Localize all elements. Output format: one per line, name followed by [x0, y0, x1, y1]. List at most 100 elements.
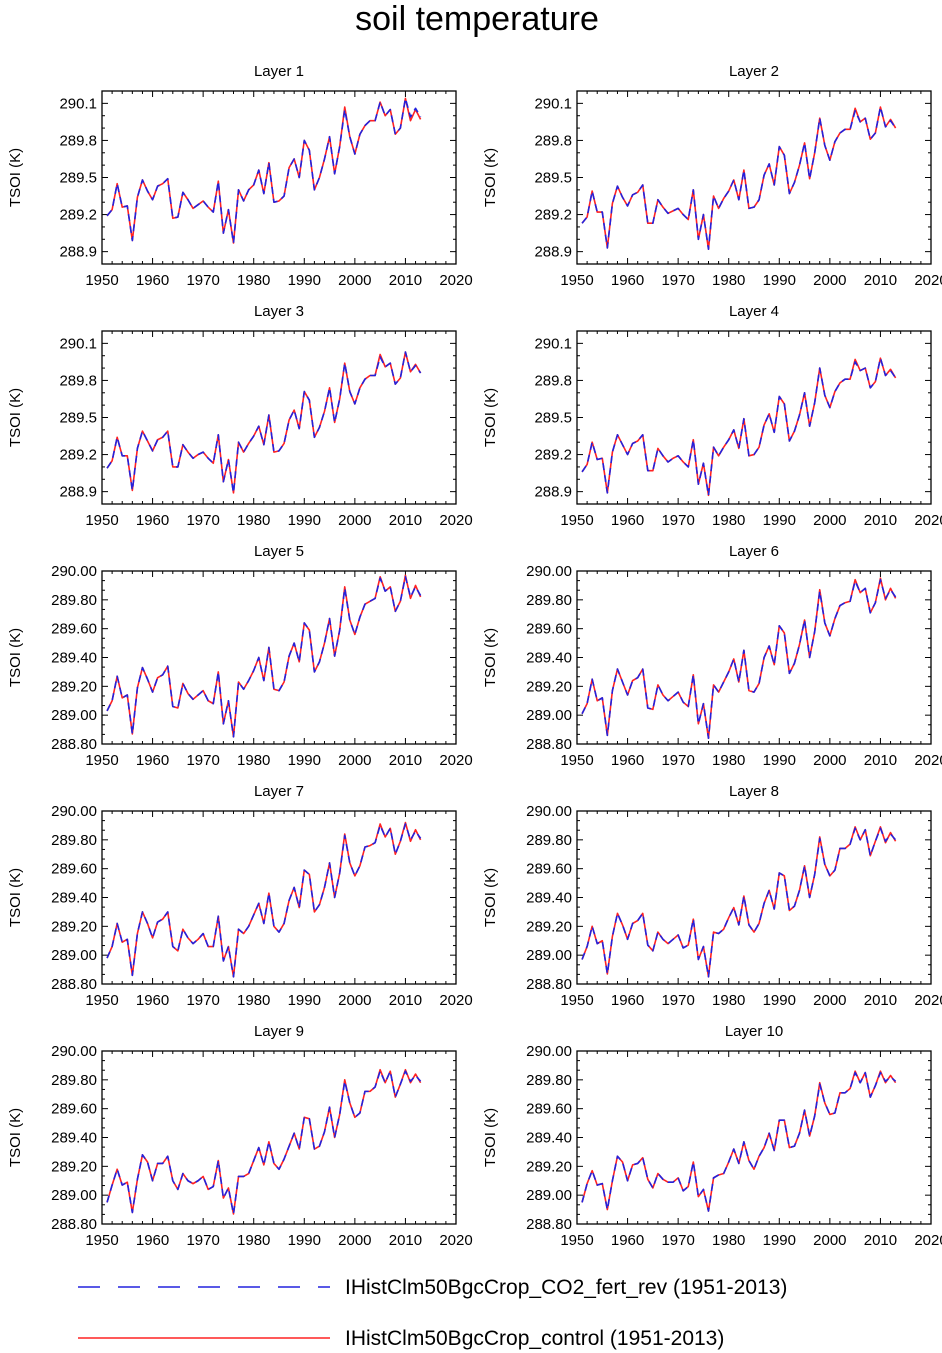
y-tick-label: 288.80 [51, 976, 97, 993]
tick-marks [102, 571, 456, 744]
tick-marks [102, 331, 456, 504]
y-tick-label: 288.80 [526, 1216, 572, 1233]
y-tick-label: 289.00 [526, 1187, 572, 1204]
y-axis-label: TSOI (K) [7, 628, 24, 687]
x-tick-label: 2020 [439, 512, 472, 529]
x-tick-label: 1950 [560, 1232, 593, 1249]
y-tick-label: 289.40 [51, 890, 97, 907]
panel-title: Layer 5 [254, 543, 304, 560]
y-tick-label: 289.80 [526, 592, 572, 609]
x-tick-label: 1950 [560, 992, 593, 1009]
x-tick-label: 1960 [136, 512, 169, 529]
x-tick-label: 2000 [338, 272, 371, 289]
x-tick-label: 2020 [439, 272, 472, 289]
y-tick-label: 290.1 [534, 335, 572, 352]
x-tick-label: 2000 [813, 1232, 846, 1249]
y-tick-label: 289.8 [534, 132, 572, 149]
x-tick-label: 1950 [85, 512, 118, 529]
panel-title: Layer 8 [729, 783, 779, 800]
x-tick-label: 1980 [712, 752, 745, 769]
panel-layer-1: Layer 1 1950 1960 1970 1980 1990 2000 2010 2020 2… [7, 63, 473, 289]
x-tick-label: 1970 [186, 752, 219, 769]
y-tick-label: 289.80 [51, 592, 97, 609]
plot-frame [577, 331, 931, 504]
x-tick-label: 2020 [914, 752, 942, 769]
series-line-co2-fert-rev [582, 580, 896, 739]
plot-frame [102, 571, 456, 744]
y-tick-label: 289.20 [526, 1158, 572, 1175]
x-tick-label: 1980 [712, 992, 745, 1009]
series-line-control [582, 358, 896, 495]
x-tick-label: 1970 [661, 992, 694, 1009]
x-tick-label: 1980 [237, 992, 270, 1009]
x-tick-label: 2000 [338, 992, 371, 1009]
x-tick-label: 1960 [136, 992, 169, 1009]
series-line-co2-fert-rev [107, 352, 421, 493]
y-tick-label: 289.2 [59, 207, 97, 224]
plot-frame [577, 571, 931, 744]
y-axis-label: TSOI (K) [7, 148, 24, 207]
series-line-control [107, 1070, 421, 1214]
x-tick-label: 1960 [611, 272, 644, 289]
x-tick-label: 2010 [389, 992, 422, 1009]
x-tick-label: 1990 [288, 1232, 321, 1249]
y-axis-label: TSOI (K) [482, 388, 499, 447]
x-tick-label: 1980 [712, 1232, 745, 1249]
x-tick-label: 2010 [389, 752, 422, 769]
y-tick-label: 289.5 [534, 170, 572, 187]
y-tick-label: 289.00 [526, 947, 572, 964]
x-tick-label: 2000 [338, 1232, 371, 1249]
x-tick-label: 2020 [439, 992, 472, 1009]
tick-marks [577, 571, 931, 744]
x-tick-label: 1970 [186, 272, 219, 289]
panel-title: Layer 2 [729, 63, 779, 80]
y-tick-label: 289.60 [526, 621, 572, 638]
y-tick-label: 289.8 [59, 372, 97, 389]
plot-frame [102, 331, 456, 504]
x-tick-label: 1990 [288, 992, 321, 1009]
y-axis-label: TSOI (K) [7, 388, 24, 447]
x-tick-label: 1990 [763, 512, 796, 529]
x-tick-label: 2000 [338, 752, 371, 769]
x-tick-label: 1970 [661, 752, 694, 769]
y-tick-label: 288.9 [534, 484, 572, 501]
panel-title: Layer 10 [725, 1023, 783, 1040]
x-tick-label: 2020 [914, 272, 942, 289]
y-tick-label: 288.80 [526, 976, 572, 993]
x-tick-label: 1980 [237, 752, 270, 769]
y-tick-label: 289.8 [59, 132, 97, 149]
x-tick-label: 1950 [85, 272, 118, 289]
x-tick-label: 1960 [611, 752, 644, 769]
x-tick-label: 2010 [389, 1232, 422, 1249]
panel-layer-2: Layer 2 1950 1960 1970 1980 1990 2000 2010 2020 2… [482, 63, 942, 289]
x-tick-label: 1950 [85, 992, 118, 1009]
x-tick-label: 1970 [186, 1232, 219, 1249]
x-tick-label: 1960 [611, 992, 644, 1009]
y-tick-label: 289.80 [526, 1072, 572, 1089]
legend: IHistClm50BgcCrop_CO2_fert_rev (1951-201… [78, 1276, 787, 1350]
y-tick-label: 290.00 [51, 563, 97, 580]
panel-title: Layer 4 [729, 303, 779, 320]
series-line-control [107, 823, 421, 977]
y-tick-label: 289.00 [51, 947, 97, 964]
x-tick-label: 2010 [864, 1232, 897, 1249]
y-tick-label: 288.9 [59, 244, 97, 261]
legend-label: IHistClm50BgcCrop_CO2_fert_rev (1951-201… [345, 1276, 787, 1299]
y-tick-label: 289.5 [59, 170, 97, 187]
x-tick-label: 2020 [914, 1232, 942, 1249]
legend-label: IHistClm50BgcCrop_control (1951-2013) [345, 1327, 724, 1350]
x-tick-label: 1980 [237, 1232, 270, 1249]
y-tick-label: 289.2 [534, 207, 572, 224]
x-tick-label: 1980 [712, 272, 745, 289]
panel-layer-7: Layer 7 1950 1960 1970 1980 1990 2000 2010 2020 2… [7, 783, 473, 1009]
tick-marks [577, 331, 931, 504]
panel-layer-8: Layer 8 1950 1960 1970 1980 1990 2000 2010 2020 2… [482, 783, 942, 1009]
tick-marks [102, 811, 456, 984]
plot-frame [102, 811, 456, 984]
y-tick-label: 289.40 [526, 1130, 572, 1147]
panel-grid: Layer 11950 1960 1970 1980 1990 2000 2010 20202… [7, 63, 942, 1249]
x-tick-label: 1950 [85, 1232, 118, 1249]
series-line-co2-fert-rev [582, 107, 896, 249]
legend-item: IHistClm50BgcCrop_CO2_fert_rev (1951-201… [78, 1276, 787, 1299]
y-tick-label: 289.20 [526, 918, 572, 935]
